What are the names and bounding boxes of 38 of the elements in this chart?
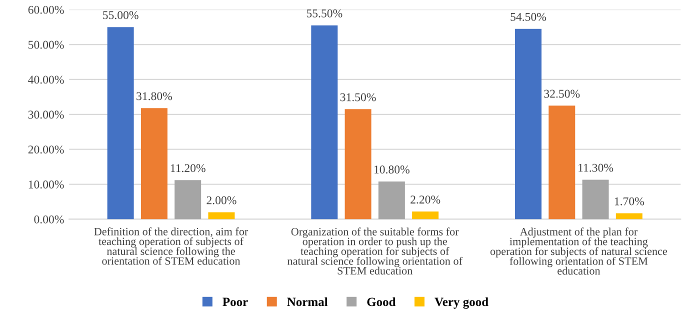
bar xyxy=(107,27,134,220)
y-tick-label: 60.00% xyxy=(28,6,64,14)
data-label: 31.80% xyxy=(136,92,172,100)
bar xyxy=(548,106,576,220)
x-tick-label: Adjustment of the plan for implementation of the teaching operation for subjects of natural science following orientation of STEM education xyxy=(490,228,668,275)
y-tick-label: 30.00% xyxy=(28,110,64,119)
bar xyxy=(311,25,338,220)
x-tick-label: Organization of the suitable forms for operation in order to push up the teaching operation for subjects of natural science following orientation of STEM education xyxy=(287,228,462,275)
bar xyxy=(582,180,609,220)
data-label: 31.50% xyxy=(340,93,376,102)
y-tick-label: 50.00% xyxy=(28,40,64,49)
data-label: 2.20% xyxy=(410,196,440,204)
data-label: 11.20% xyxy=(170,164,206,172)
x-tick-label: Definition of the direction, aim for teaching operation of subjects of natural science following the orientation of STEM education xyxy=(94,227,248,265)
y-tick-label: 10.00% xyxy=(28,180,64,189)
data-label: 55.50% xyxy=(306,9,342,18)
legend-label: Very good xyxy=(434,297,488,309)
data-label: 1.70% xyxy=(614,197,644,206)
data-label: 55.00% xyxy=(103,11,138,20)
legend-label: Good xyxy=(367,297,396,306)
bar xyxy=(140,108,168,220)
data-label: 2.00% xyxy=(206,196,236,204)
data-label: 54.50% xyxy=(510,12,546,21)
bar xyxy=(412,212,439,220)
data-label: 10.80% xyxy=(374,166,410,174)
bar xyxy=(515,28,542,220)
legend-label: Normal xyxy=(287,297,328,306)
y-tick-label: 20.00% xyxy=(28,146,64,154)
data-label: 32.50% xyxy=(544,90,580,98)
data-label: 11.30% xyxy=(578,164,614,172)
bar xyxy=(344,109,372,220)
y-tick-label: 40.00% xyxy=(28,76,64,84)
bar xyxy=(378,181,405,220)
bar xyxy=(174,180,202,220)
y-tick-label: 0.00% xyxy=(34,215,64,224)
bar xyxy=(208,212,235,220)
bar xyxy=(616,213,642,220)
legend-label: Poor xyxy=(222,298,248,306)
